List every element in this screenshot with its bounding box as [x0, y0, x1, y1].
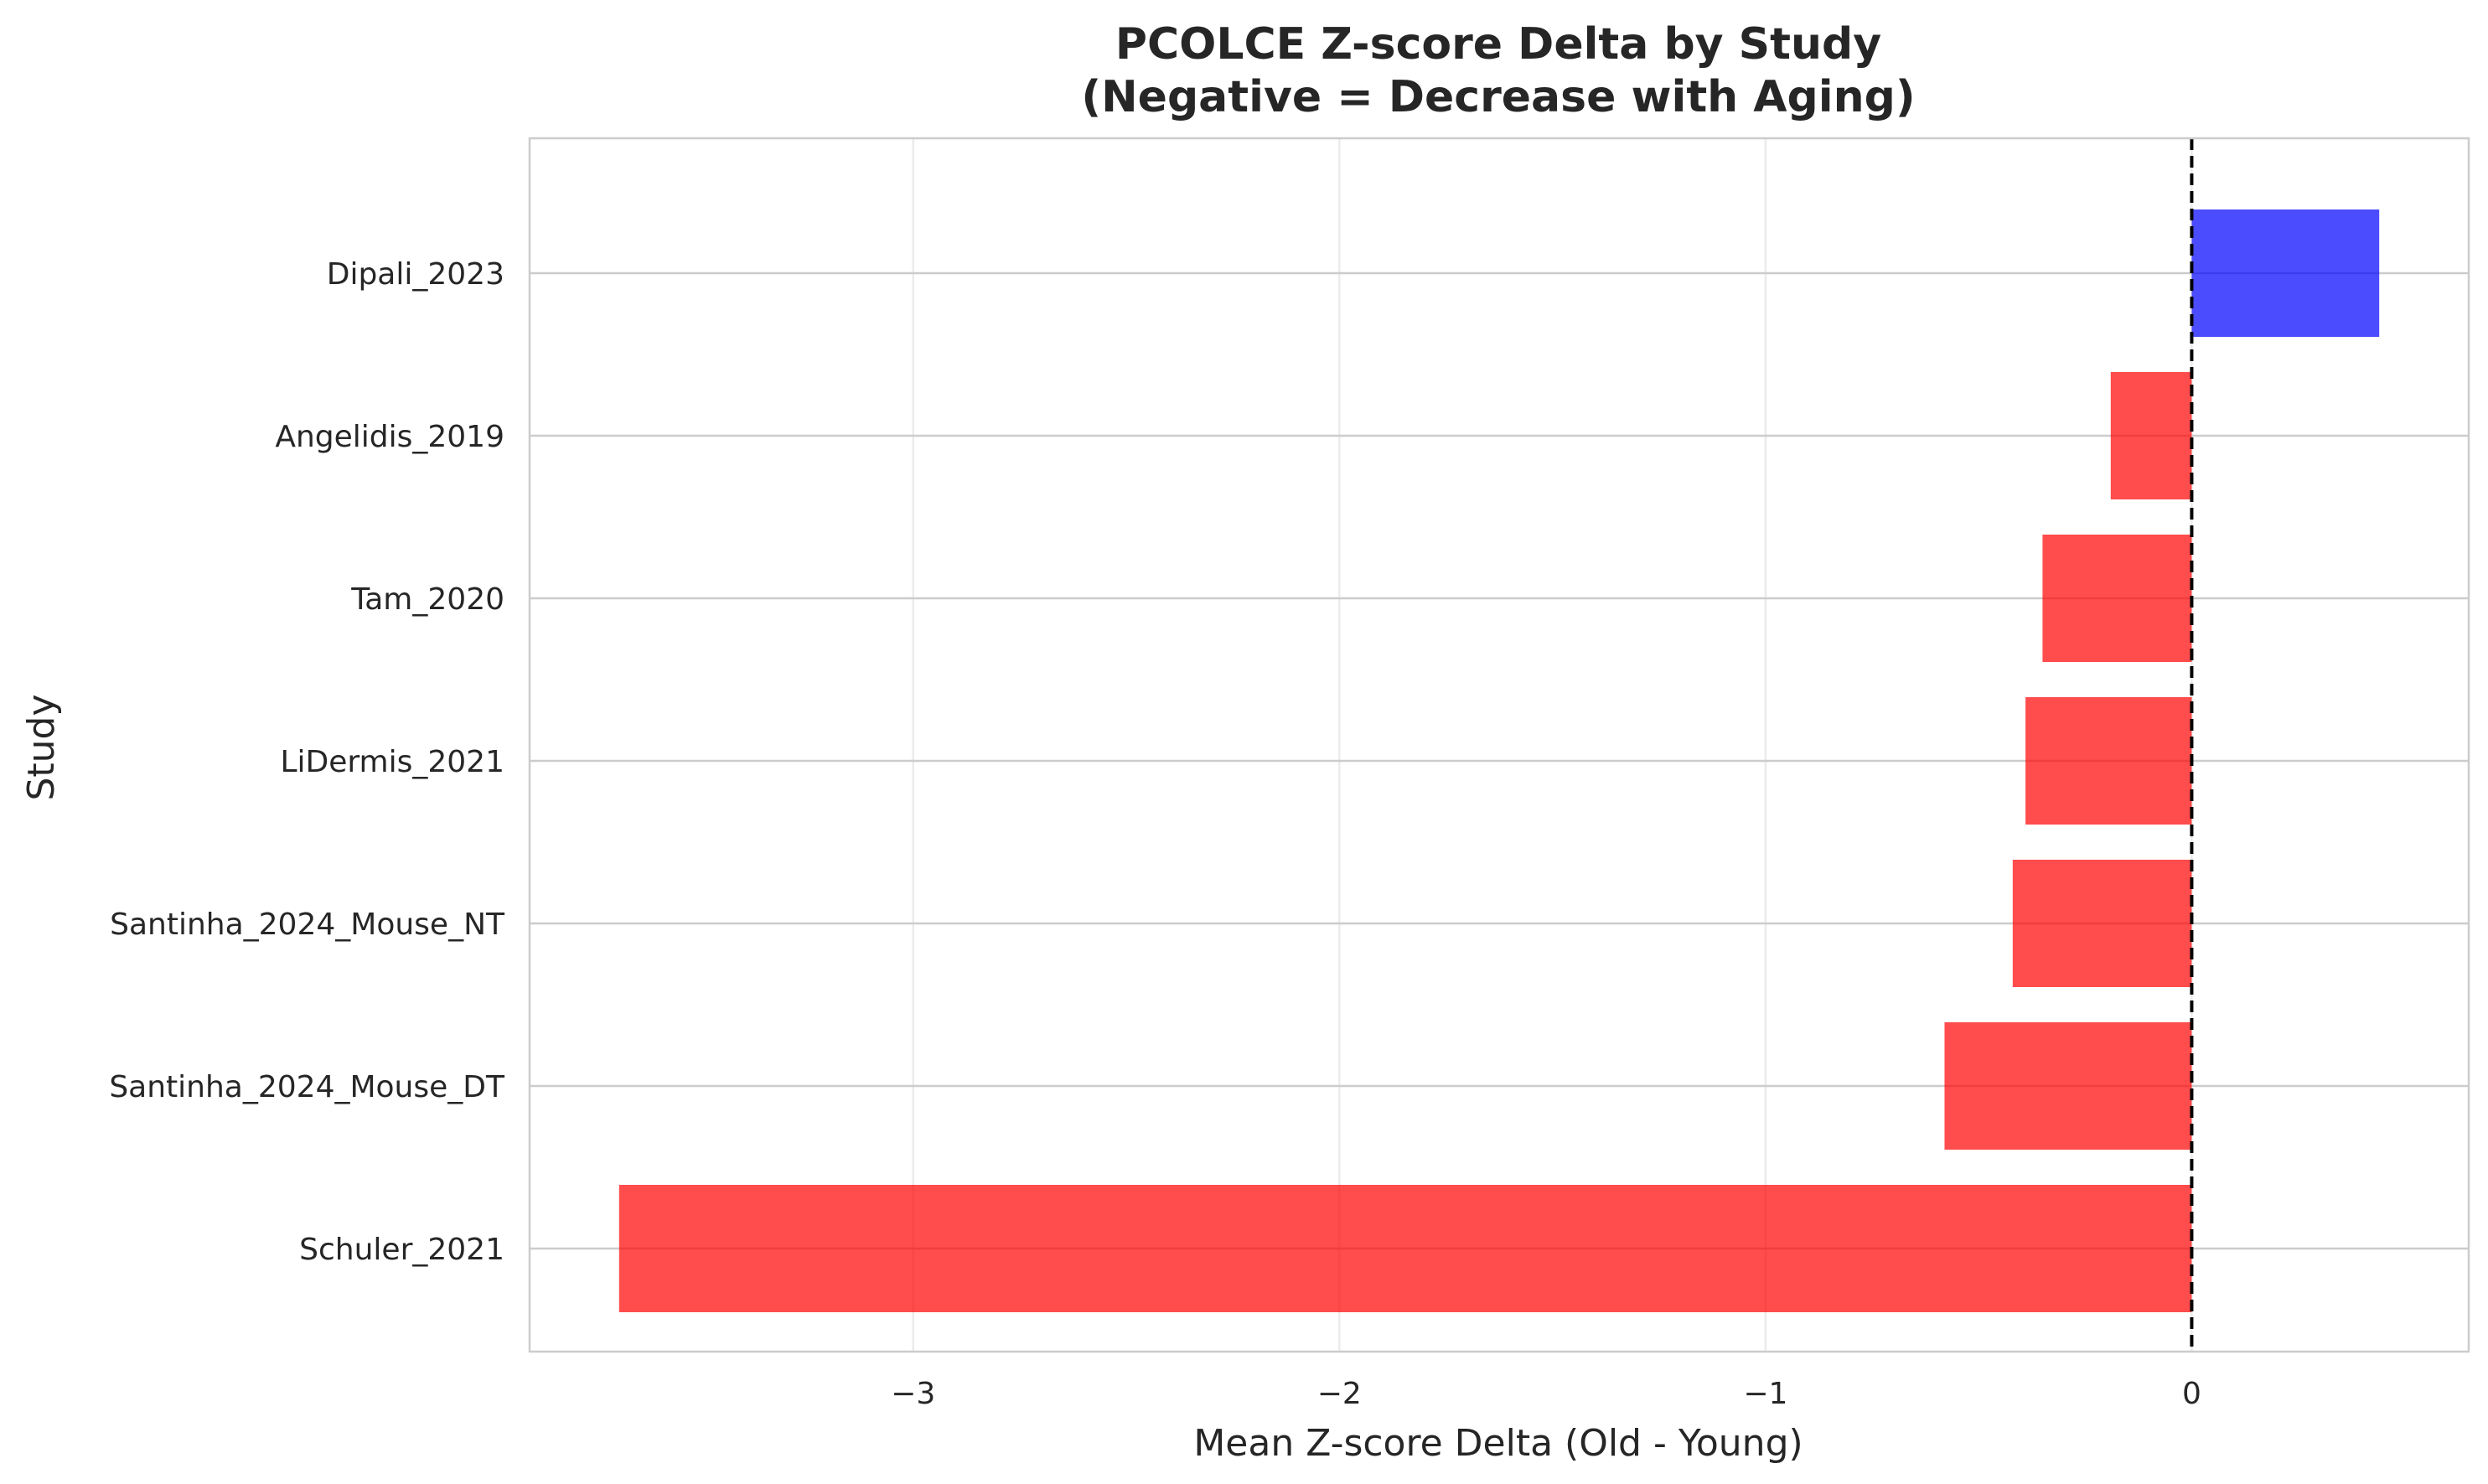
bar-santinha-2024-mouse-dt: [1944, 1022, 2192, 1150]
bar-santinha-2024-mouse-nt: [2012, 860, 2192, 987]
bar-angelidis-2019: [2110, 372, 2192, 499]
x-tick-label: −1: [1743, 1377, 1787, 1411]
bar-dipali-2023: [2191, 209, 2380, 337]
bar-lidermis-2021: [2025, 697, 2192, 825]
y-tick-label: Tam_2020: [350, 582, 504, 617]
y-tick-label: Santinha_2024_Mouse_DT: [109, 1070, 505, 1104]
plot-frame: [528, 137, 2470, 1353]
chart-title-line-1: PCOLCE Z-score Delta by Study: [1115, 19, 1881, 70]
bar-tam-2020: [2042, 535, 2192, 662]
x-tick-label: 0: [2182, 1377, 2201, 1411]
x-tick-label: −2: [1317, 1377, 1362, 1411]
chart-title-line-2: (Negative = Decrease with Aging): [1081, 72, 1915, 122]
bar-schuler-2021: [618, 1185, 2192, 1312]
x-axis-label: Mean Z-score Delta (Old - Young): [1193, 1422, 1803, 1465]
y-tick-label: Dipali_2023: [327, 257, 504, 292]
y-axis-label: Study: [20, 694, 63, 800]
y-tick-labels: Dipali_2023 Angelidis_2019 Tam_2020 LiDermi…: [109, 257, 505, 1267]
y-tick-label: Angelidis_2019: [275, 420, 504, 454]
y-tick-label: Santinha_2024_Mouse_NT: [110, 907, 505, 942]
x-tick-label: −3: [891, 1377, 935, 1411]
y-tick-label: Schuler_2021: [299, 1233, 504, 1267]
x-tick-labels: −3 −2 −1 0: [891, 1377, 2201, 1411]
bar-series: [618, 209, 2380, 1312]
y-tick-label: LiDermis_2021: [280, 745, 504, 779]
